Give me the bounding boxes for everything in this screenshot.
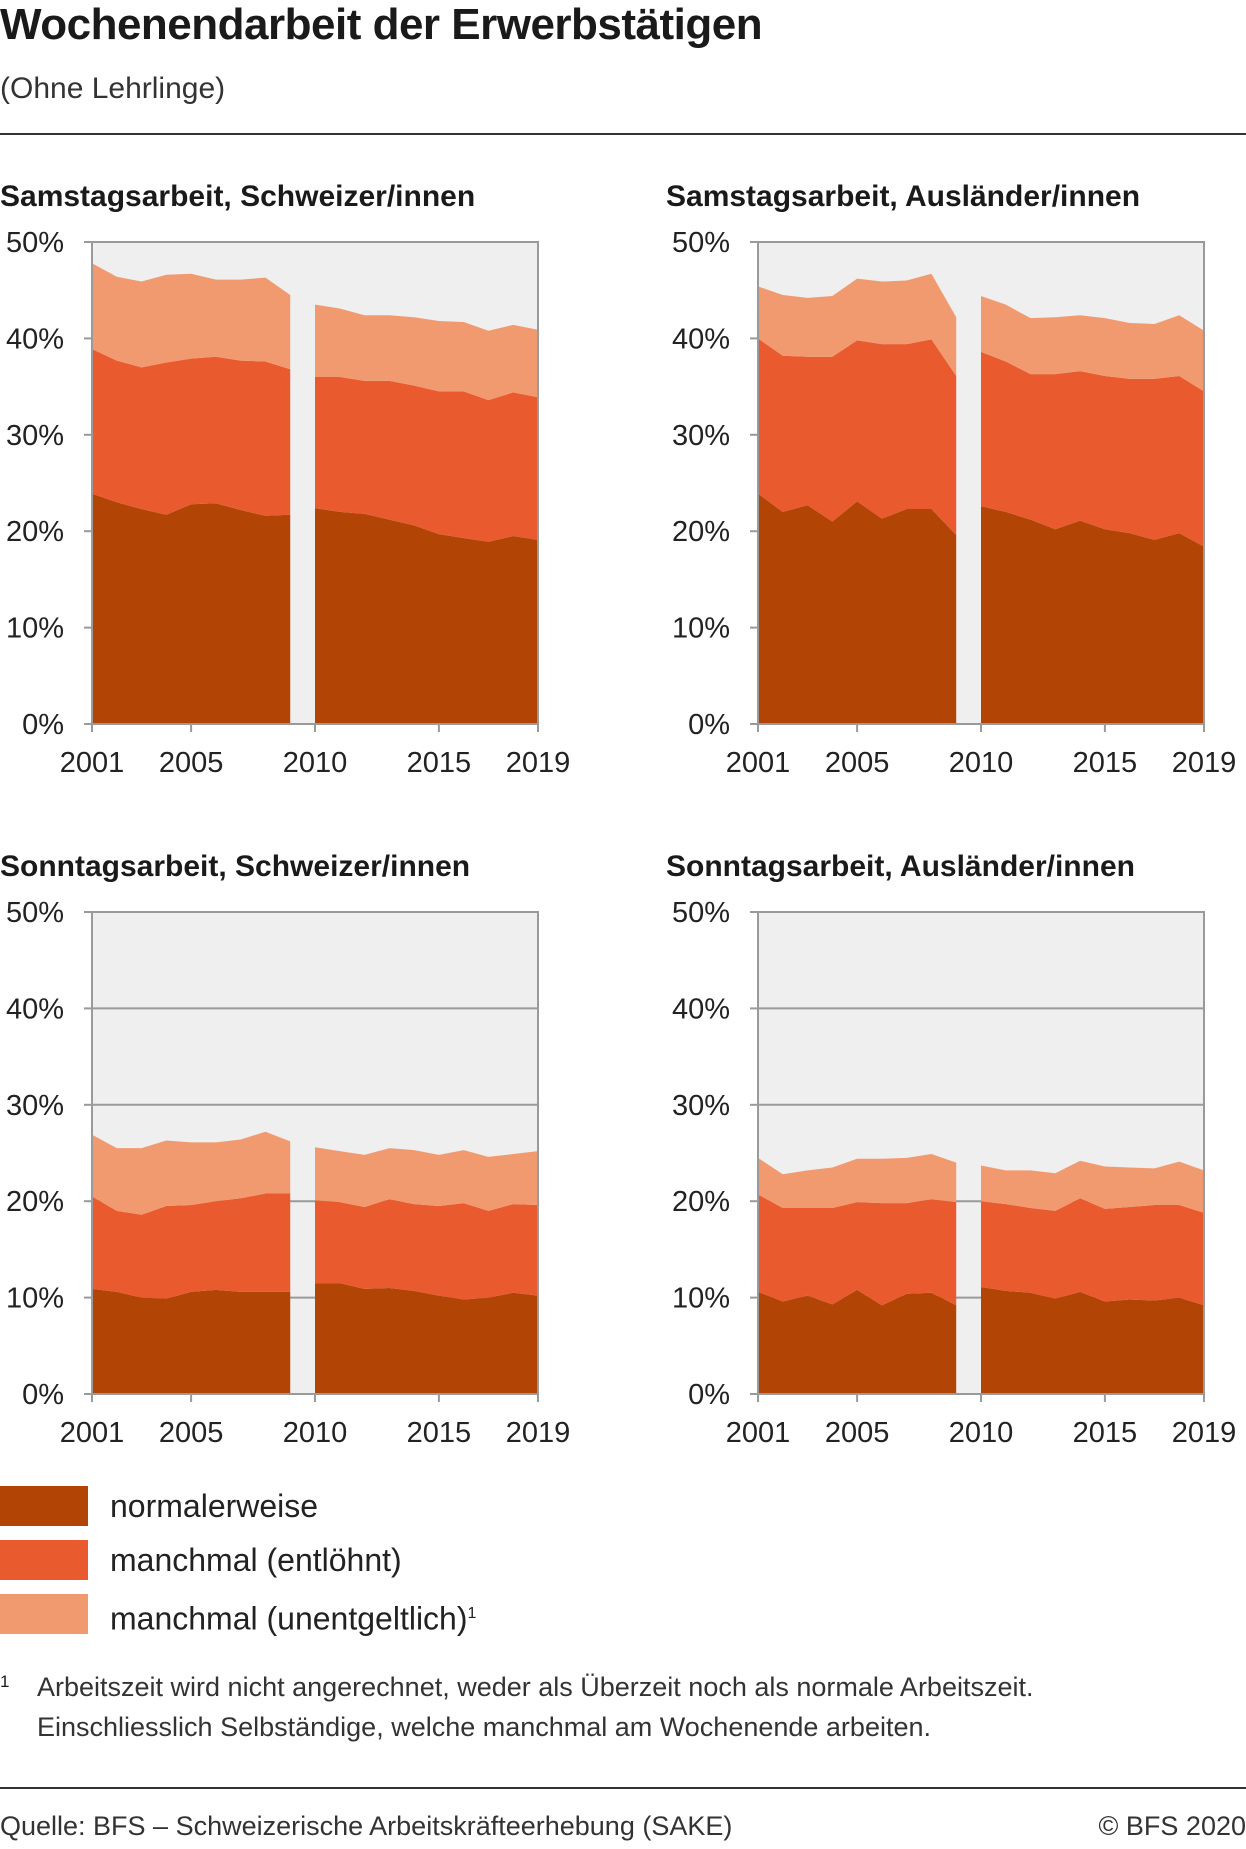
copyright-note: © BFS 2020: [1098, 1811, 1246, 1841]
area-normalerweise-segment-1: [758, 1289, 957, 1394]
y-tick-label: 40%: [672, 993, 730, 1025]
x-tick-label: 2001: [726, 747, 791, 779]
legend-swatch-normalerweise: [0, 1486, 88, 1526]
x-tick-label: 2005: [159, 1417, 224, 1449]
area-manchmal-unentgeltlich-segment-1: [758, 1153, 957, 1208]
y-tick-label: 30%: [672, 420, 730, 452]
area-manchmal-entloehnt-segment-1: [92, 349, 291, 516]
x-tick-label: 2005: [825, 1417, 890, 1449]
footnote-marker: 1: [0, 1672, 10, 1691]
x-tick-label: 2019: [506, 1417, 571, 1449]
footnote-line-2: Einschliesslich Selbständige, welche man…: [37, 1712, 931, 1742]
area-normalerweise-segment-1: [92, 1288, 291, 1394]
bottom-divider: [0, 1787, 1246, 1789]
y-tick-label: 0%: [688, 1379, 730, 1411]
area-manchmal-unentgeltlich-segment-1: [92, 263, 291, 370]
area-manchmal-entloehnt-segment-1: [758, 338, 957, 536]
y-tick-label: 10%: [672, 613, 730, 645]
y-tick-label: 20%: [6, 516, 64, 548]
x-tick-label: 2005: [159, 747, 224, 779]
area-normalerweise-segment-1: [92, 493, 291, 724]
x-tick-label: 2019: [1172, 747, 1237, 779]
x-tick-label: 2010: [949, 1417, 1014, 1449]
area-manchmal-unentgeltlich-segment-2: [315, 304, 538, 401]
y-tick-label: 10%: [6, 1283, 64, 1315]
area-normalerweise-segment-2: [315, 508, 538, 724]
y-tick-label: 20%: [672, 1186, 730, 1218]
x-tick-label: 2019: [506, 747, 571, 779]
area-manchmal-entloehnt-segment-2: [981, 1198, 1204, 1306]
area-manchmal-entloehnt-segment-1: [758, 1194, 957, 1306]
area-manchmal-unentgeltlich-segment-2: [315, 1147, 538, 1211]
area-normalerweise-segment-2: [315, 1283, 538, 1394]
x-tick-label: 2001: [726, 1417, 791, 1449]
area-manchmal-entloehnt-segment-2: [981, 351, 1204, 547]
y-tick-label: 0%: [22, 709, 64, 741]
legend-swatch-manchmal-unentgeltlich: [0, 1594, 88, 1634]
legend-label-normalerweise: normalerweise: [110, 1488, 319, 1524]
x-tick-label: 2001: [60, 1417, 125, 1449]
x-tick-label: 2015: [1073, 1417, 1138, 1449]
chart-panel-4: Sonntagsarbeit, Ausländer/innen 0% 10% 20% 3…: [666, 850, 1236, 1449]
y-tick-label: 50%: [672, 227, 730, 259]
area-manchmal-unentgeltlich-segment-2: [981, 1160, 1204, 1213]
y-tick-label: 50%: [672, 897, 730, 929]
x-tick-label: 2010: [283, 747, 348, 779]
legend-swatch-manchmal-entloehnt: [0, 1540, 88, 1580]
area-normalerweise-segment-2: [981, 1286, 1204, 1394]
chart-title: Sonntagsarbeit, Schweizer/innen: [0, 850, 470, 883]
y-tick-label: 30%: [672, 1090, 730, 1122]
y-tick-label: 40%: [672, 323, 730, 355]
chart-panel-3: Sonntagsarbeit, Schweizer/innen 0% 10% 20% 3…: [0, 850, 570, 1449]
page-subtitle: (Ohne Lehrlinge): [0, 72, 226, 105]
area-manchmal-unentgeltlich-segment-1: [92, 1131, 291, 1215]
x-tick-label: 2010: [949, 747, 1014, 779]
source-note: Quelle: BFS – Schweizerische Arbeitskräf…: [0, 1811, 733, 1841]
x-tick-label: 2019: [1172, 1417, 1237, 1449]
area-manchmal-entloehnt-segment-1: [92, 1193, 291, 1299]
chart-title: Samstagsarbeit, Ausländer/innen: [666, 180, 1140, 213]
area-manchmal-entloehnt-segment-2: [315, 376, 538, 542]
area-manchmal-unentgeltlich-segment-2: [981, 295, 1204, 392]
y-tick-label: 50%: [6, 897, 64, 929]
x-tick-label: 2005: [825, 747, 890, 779]
x-tick-label: 2015: [1073, 747, 1138, 779]
y-tick-label: 40%: [6, 993, 64, 1025]
legend-label-manchmal-entloehnt: manchmal (entlöhnt): [110, 1542, 402, 1578]
x-tick-label: 2010: [283, 1417, 348, 1449]
y-tick-label: 50%: [6, 227, 64, 259]
footnote-reference: 1: [467, 1605, 477, 1622]
y-tick-label: 10%: [6, 613, 64, 645]
y-tick-label: 30%: [6, 1090, 64, 1122]
y-tick-label: 30%: [6, 420, 64, 452]
footnote-line-1: Arbeitszeit wird nicht angerechnet, wede…: [37, 1672, 1034, 1702]
page-title: Wochenendarbeit der Erwerbstätigen: [0, 0, 763, 49]
chart-title: Sonntagsarbeit, Ausländer/innen: [666, 850, 1135, 883]
legend-label-manchmal-unentgeltlich: manchmal (unentgeltlich)1: [110, 1600, 477, 1637]
y-tick-label: 20%: [6, 1186, 64, 1218]
y-tick-label: 20%: [672, 516, 730, 548]
area-normalerweise-segment-2: [981, 506, 1204, 724]
chart-panel-2: Samstagsarbeit, Ausländer/innen 0% 10% 20% 3…: [666, 180, 1236, 779]
area-normalerweise-segment-1: [758, 493, 957, 724]
x-tick-label: 2001: [60, 747, 125, 779]
area-manchmal-entloehnt-segment-2: [315, 1199, 538, 1300]
x-tick-label: 2015: [407, 1417, 472, 1449]
y-tick-label: 0%: [688, 709, 730, 741]
chart-title: Samstagsarbeit, Schweizer/innen: [0, 180, 475, 213]
area-manchmal-unentgeltlich-segment-1: [758, 273, 957, 376]
x-tick-label: 2015: [407, 747, 472, 779]
top-divider: [0, 133, 1246, 135]
y-tick-label: 10%: [672, 1283, 730, 1315]
y-tick-label: 40%: [6, 323, 64, 355]
chart-panel-1: Samstagsarbeit, Schweizer/innen 0% 10% 20% 3…: [0, 180, 570, 779]
y-tick-label: 0%: [22, 1379, 64, 1411]
